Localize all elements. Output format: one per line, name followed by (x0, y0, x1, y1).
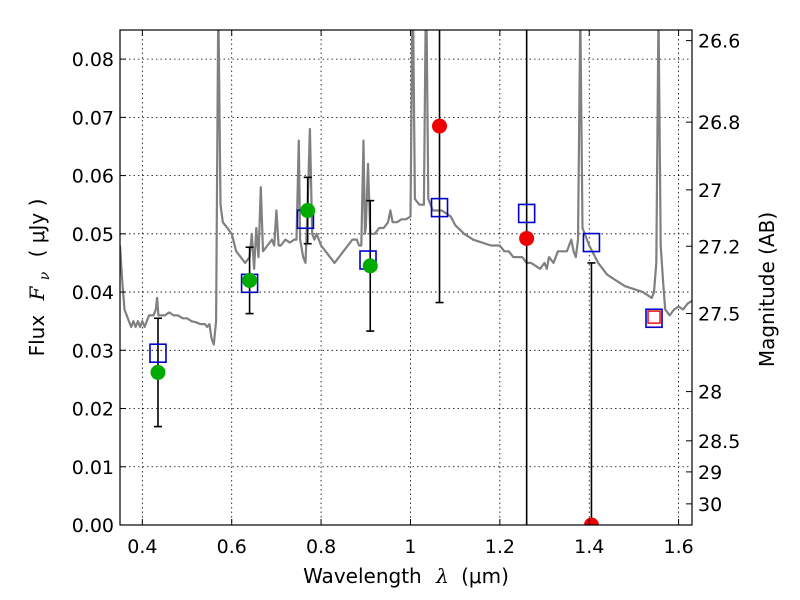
y2-tick-label: 26.6 (698, 31, 740, 53)
y2-axis-label: Magnitude (AB) (755, 212, 779, 367)
x-tick-label: 1.6 (663, 536, 693, 558)
y-tick-label: 0.03 (72, 340, 114, 362)
detection-point (300, 203, 316, 219)
axis-ticks: 0.4 0.6 0.8 1 1.2 1.4 1.6 0.00 0.01 0.02 0.03 0.04 0… (72, 30, 740, 558)
model-photometry-square (582, 232, 601, 253)
observed-photometry (150, 118, 661, 525)
y-tick-label: 0.06 (72, 166, 114, 188)
model-photometry-square (645, 308, 663, 329)
y-tick-label: 0.02 (72, 399, 114, 421)
model-photometry-square (149, 343, 167, 364)
y2-tick-label: 27 (698, 180, 722, 202)
y-axis-label: Flux F ν ( μJy ) (25, 199, 54, 357)
grid (120, 30, 692, 526)
y2-tick-label: 30 (698, 494, 722, 516)
model-photometry-square (517, 203, 536, 224)
y2-tick-label: 27.2 (698, 236, 740, 258)
detection-point (242, 272, 258, 288)
model-spectrum (120, 30, 692, 346)
y2-tick-label: 29 (698, 462, 722, 484)
spectrum-line (120, 30, 692, 346)
plot-frame (119, 29, 693, 526)
low-significance-point (583, 517, 599, 525)
x-tick-label: 1 (404, 536, 416, 558)
x-tick-label: 0.4 (127, 536, 157, 558)
detection-point (150, 364, 166, 380)
model-photometry (149, 197, 663, 364)
y-tick-label: 0.00 (72, 515, 114, 537)
y-tick-label: 0.08 (72, 49, 114, 71)
extra-red-square (647, 310, 661, 324)
model-photometry-square (430, 197, 449, 218)
y2-tick-label: 26.8 (698, 112, 740, 134)
low-significance-point (519, 230, 535, 246)
x-tick-label: 1.2 (485, 536, 515, 558)
y2-tick-label: 27.5 (698, 304, 740, 326)
y-tick-label: 0.07 (72, 107, 114, 129)
low-significance-point (432, 118, 448, 134)
y-tick-label: 0.04 (72, 282, 114, 304)
x-tick-label: 0.6 (217, 536, 247, 558)
x-tick-label: 1.4 (574, 536, 604, 558)
y-tick-label: 0.05 (72, 224, 114, 246)
x-tick-label: 0.8 (306, 536, 336, 558)
y2-tick-label: 28 (698, 382, 722, 404)
y2-tick-label: 28.5 (698, 431, 740, 453)
x-axis-label: Wavelength λ (μm) (303, 564, 509, 588)
detection-point (362, 258, 378, 274)
y-tick-label: 0.01 (72, 457, 114, 479)
